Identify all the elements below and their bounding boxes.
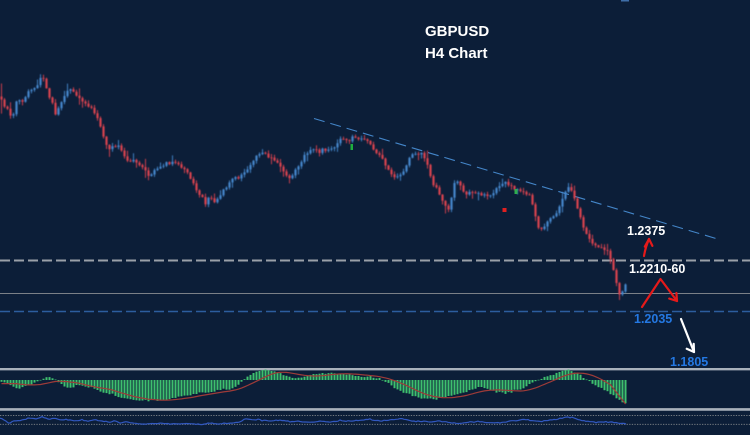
- svg-text:GBPUSD: GBPUSD: [425, 23, 489, 40]
- svg-text:H4 Chart: H4 Chart: [425, 45, 488, 62]
- svg-text:1.2035: 1.2035: [634, 312, 672, 326]
- svg-text:1.2375: 1.2375: [627, 224, 665, 238]
- svg-text:1.2210-60: 1.2210-60: [629, 262, 685, 276]
- svg-text:1.1805: 1.1805: [670, 355, 708, 369]
